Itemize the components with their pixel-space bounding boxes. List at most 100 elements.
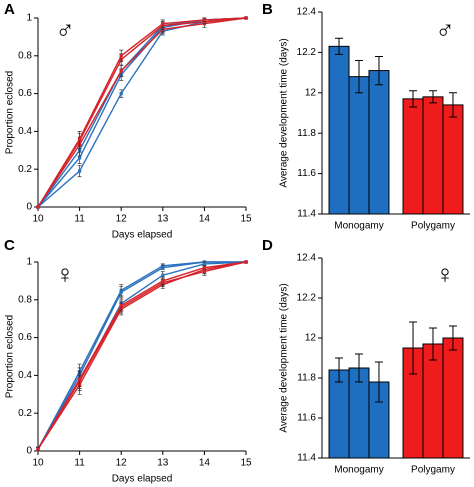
- x-tick-label: 14: [199, 458, 211, 469]
- x-tick-label: 11: [74, 214, 85, 225]
- error-bar: [448, 92, 457, 118]
- y-tick-label: 11.4: [297, 209, 316, 220]
- point-marker: [119, 69, 123, 73]
- y-tick-label: 11.4: [297, 453, 316, 464]
- y-tick-label: 12.4: [297, 7, 317, 18]
- point-marker: [36, 447, 40, 451]
- point-marker: [78, 377, 82, 381]
- y-tick-label: 11.8: [297, 373, 316, 384]
- error-bar: [355, 59, 363, 94]
- y-tick-label: 0.4: [18, 126, 32, 137]
- error-bar: [335, 357, 344, 383]
- x-axis-label: Days elapsed: [112, 230, 173, 241]
- panel-label: D: [262, 237, 273, 254]
- x-tick-label: 13: [157, 214, 169, 225]
- point-marker: [161, 273, 165, 277]
- point-marker: [119, 290, 123, 294]
- point-marker: [202, 269, 206, 274]
- x-tick-label: 10: [32, 214, 44, 225]
- y-tick-label: 1: [26, 13, 32, 24]
- x-tick-label: Monogamy: [334, 465, 383, 476]
- y-tick-label: 0: [26, 202, 32, 213]
- series-line: [37, 17, 247, 208]
- point-marker: [78, 156, 82, 160]
- point-marker: [244, 16, 248, 20]
- y-tick-label: 12.4: [297, 253, 317, 264]
- series-line: [37, 17, 247, 208]
- point-marker: [161, 266, 165, 270]
- point-marker: [119, 92, 123, 96]
- bar: [328, 45, 350, 215]
- y-tick-label: 12.2: [297, 47, 317, 58]
- x-axis-label: Days elapsed: [112, 474, 173, 485]
- point-marker: [244, 260, 248, 264]
- series-line: [37, 261, 247, 450]
- sex-symbol: ♂: [435, 15, 455, 45]
- x-tick-label: 10: [32, 458, 44, 469]
- point-marker: [119, 54, 123, 58]
- error-bar: [429, 90, 437, 104]
- error-bar: [409, 90, 418, 108]
- point-marker: [161, 279, 165, 283]
- series-line: [37, 17, 247, 208]
- x-tick-label: Monogamy: [334, 221, 383, 232]
- y-tick-label: 0.8: [18, 50, 32, 61]
- error-bar: [374, 361, 383, 403]
- bar: [368, 70, 390, 215]
- sex-symbol: ♀: [55, 259, 75, 289]
- x-tick-label: 12: [116, 214, 128, 225]
- y-tick-label: 0: [26, 446, 32, 457]
- x-tick-label: 15: [240, 458, 252, 469]
- point-marker: [78, 137, 82, 141]
- bar: [348, 76, 370, 215]
- point-marker: [78, 169, 82, 173]
- point-marker: [161, 22, 165, 26]
- series-line: [37, 261, 247, 450]
- sex-symbol: ♀: [435, 259, 455, 289]
- series-line: [37, 261, 247, 450]
- series-line: [37, 17, 247, 208]
- y-axis-label: Average development time (days): [279, 38, 290, 187]
- bar: [442, 337, 464, 459]
- bar: [402, 98, 424, 215]
- y-tick-label: 12: [305, 333, 317, 344]
- x-tick-label: Polygamy: [411, 221, 455, 232]
- y-tick-label: 11.8: [297, 128, 316, 139]
- bar: [422, 343, 444, 459]
- series-line: [37, 17, 247, 208]
- y-axis-label: Proportion eclosed: [5, 315, 16, 398]
- series-line: [37, 17, 247, 208]
- x-tick-label: 15: [240, 214, 252, 225]
- bar: [422, 96, 444, 215]
- y-tick-label: 0.4: [18, 370, 32, 381]
- y-tick-label: 12: [305, 87, 317, 98]
- y-tick-label: 0.6: [18, 332, 32, 343]
- y-axis-label: Proportion eclosed: [5, 71, 16, 154]
- panel-label: B: [262, 1, 273, 18]
- y-tick-label: 0.6: [18, 88, 32, 99]
- series-line: [37, 261, 246, 450]
- series-line: [37, 261, 247, 450]
- y-tick-label: 0.2: [18, 164, 32, 175]
- y-tick-label: 0.2: [18, 408, 32, 419]
- x-tick-label: 11: [74, 458, 85, 469]
- error-bar: [409, 321, 418, 375]
- error-bar: [374, 55, 383, 86]
- x-tick-label: 13: [157, 458, 169, 469]
- point-marker: [202, 18, 206, 22]
- point-marker: [119, 303, 123, 308]
- y-tick-label: 0.8: [18, 294, 32, 305]
- error-bar: [335, 37, 344, 55]
- x-tick-label: 14: [199, 214, 211, 225]
- y-tick-label: 11.6: [297, 413, 316, 424]
- point-marker: [36, 205, 40, 209]
- sex-symbol: ♂: [55, 15, 75, 45]
- y-tick-label: 12.2: [297, 293, 317, 304]
- error-bar: [429, 327, 437, 361]
- panel-label: C: [4, 237, 15, 254]
- y-tick-label: 1: [26, 257, 32, 268]
- bar: [442, 104, 464, 215]
- error-bar: [448, 325, 457, 351]
- x-tick-label: 12: [116, 458, 128, 469]
- y-axis-label: Average development time (days): [279, 283, 290, 432]
